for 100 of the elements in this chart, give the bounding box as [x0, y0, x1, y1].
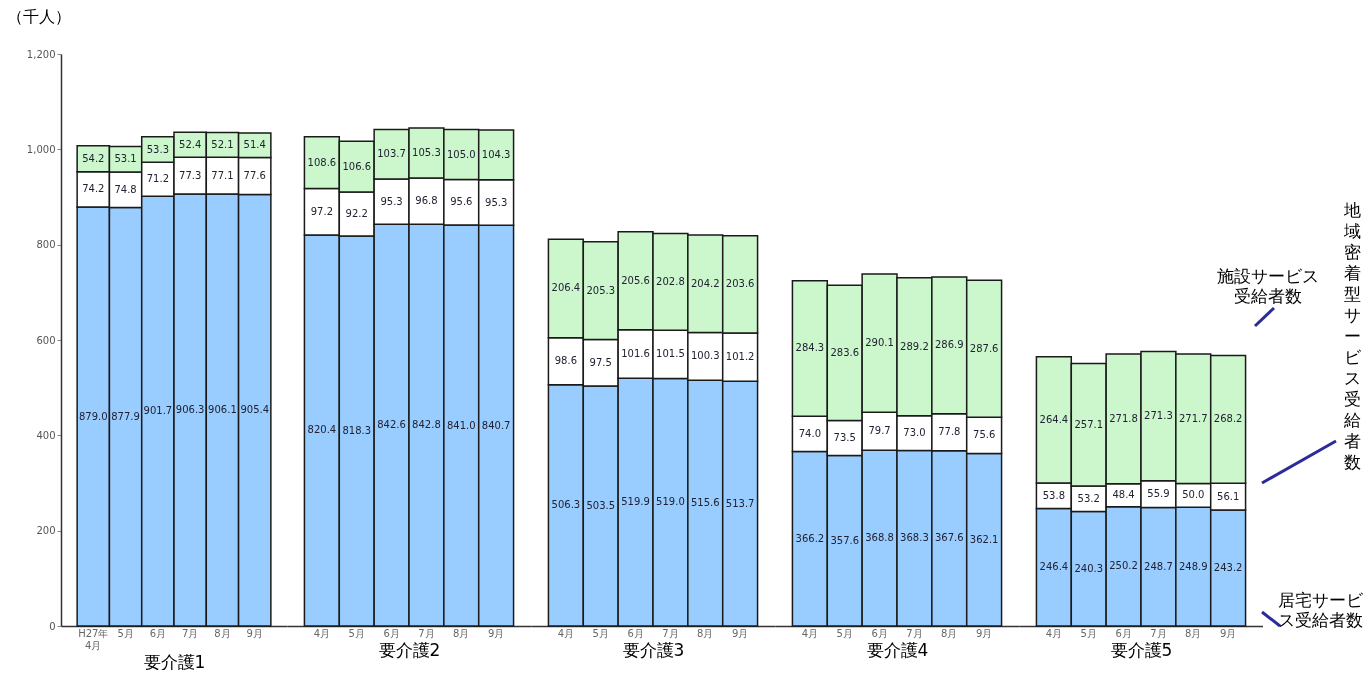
data-label: 248.9	[1178, 560, 1208, 572]
data-label: 283.6	[830, 346, 860, 358]
data-label: 95.3	[380, 195, 403, 207]
data-label: 92.2	[345, 207, 368, 219]
data-label: 205.3	[586, 284, 616, 296]
data-label: 513.7	[725, 497, 755, 509]
x-tick-label: 7月	[1150, 627, 1167, 639]
data-label: 271.8	[1109, 412, 1138, 424]
data-label: 818.3	[342, 424, 372, 436]
y-tick-label: 800	[36, 239, 56, 251]
x-tick-label: 9月	[487, 627, 505, 639]
text: 地域密着型サービス受給者数	[1343, 200, 1361, 472]
data-label: 74.8	[114, 183, 137, 195]
data-label: 95.6	[450, 196, 473, 208]
data-label: 906.3	[175, 404, 205, 415]
x-tick-label: 4月	[557, 627, 575, 639]
data-label: 840.7	[481, 419, 511, 431]
data-label: 71.2	[146, 173, 169, 185]
data-label: 53.2	[1077, 492, 1100, 504]
data-label: 79.7	[868, 425, 891, 437]
x-tick-label: 8月	[1185, 627, 1202, 639]
data-label: 906.1	[208, 404, 237, 416]
data-label: 905.4	[240, 404, 270, 416]
data-label: 366.2	[795, 532, 825, 544]
data-label: 74.2	[82, 183, 105, 195]
data-label: 368.3	[900, 532, 929, 544]
data-label: 842.8	[412, 419, 441, 431]
y-tick-label: 1,200	[26, 48, 56, 60]
data-label: 246.4	[1039, 561, 1069, 573]
x-tick-label: 5月	[117, 627, 134, 639]
data-label: 368.8	[865, 532, 894, 544]
data-label: 53.3	[146, 143, 169, 155]
data-label: 362.1	[969, 533, 999, 545]
data-label: 105.0	[446, 148, 476, 160]
data-label: 101.5	[656, 348, 685, 360]
data-label: 52.1	[211, 138, 234, 150]
x-tick-label: 9月	[731, 627, 749, 639]
x-tick-label: 6月	[149, 627, 167, 639]
data-label: 271.3	[1144, 410, 1173, 422]
data-label: 55.9	[1147, 488, 1170, 500]
data-label: 901.7	[143, 405, 173, 417]
data-label: 101.6	[621, 347, 650, 359]
data-label: 53.1	[114, 153, 137, 165]
data-label: 95.3	[485, 196, 508, 208]
data-label: 50.0	[1182, 489, 1205, 501]
data-label: 289.2	[900, 340, 929, 352]
x-tick-label: 8月	[214, 627, 231, 639]
x-axis-title: 要介護3	[622, 639, 685, 660]
data-label: 205.6	[621, 274, 650, 286]
data-label: 250.2	[1109, 560, 1138, 572]
x-axis-title: 要介護1	[143, 651, 206, 672]
x-tick-label: 7月	[181, 627, 199, 639]
data-label: 515.6	[690, 497, 720, 509]
data-label: 268.2	[1213, 413, 1243, 425]
data-label: 108.6	[307, 156, 337, 168]
data-label: 284.3	[795, 342, 825, 354]
data-label: 101.2	[725, 351, 755, 363]
data-label: 77.8	[938, 426, 961, 438]
data-label: 53.8	[1042, 489, 1065, 501]
x-tick-label: 9月	[975, 627, 993, 639]
data-label: 519.0	[656, 496, 685, 508]
data-label: 51.4	[243, 139, 266, 151]
x-tick-label: 6月	[627, 627, 644, 639]
data-label: 841.0	[446, 419, 476, 431]
data-label: 243.2	[1213, 562, 1243, 574]
data-label: 104.3	[481, 148, 511, 160]
data-label: 56.1	[1217, 490, 1240, 502]
data-label: 290.1	[865, 337, 894, 349]
data-label: 77.3	[179, 169, 202, 181]
data-label: 52.4	[179, 138, 202, 150]
x-tick-label: 5月	[1080, 627, 1097, 639]
data-label: 519.9	[621, 496, 650, 508]
data-label: 77.1	[211, 169, 234, 181]
y-tick-label: 200	[36, 525, 56, 537]
text: 施設サービス受給者数	[1216, 266, 1320, 306]
data-label: 820.4	[307, 424, 337, 436]
x-tick-label: 9月	[246, 627, 263, 639]
x-tick-label: 4月	[1045, 627, 1063, 639]
x-tick-label: 6月	[871, 627, 888, 639]
x-tick-label: 8月	[697, 627, 714, 639]
y-tick-label: 0	[49, 620, 56, 632]
data-label: 879.0	[78, 410, 108, 422]
x-axis-title: 要介護2	[378, 639, 441, 660]
x-tick-label: H27年 4月	[78, 627, 109, 651]
data-label: 240.3	[1074, 562, 1104, 574]
data-label: 286.9	[934, 339, 964, 351]
data-label: 248.7	[1144, 560, 1173, 572]
x-axis-title: 要介護4	[866, 639, 929, 660]
x-tick-label: 6月	[1115, 627, 1132, 639]
data-label: 202.8	[656, 275, 685, 287]
x-tick-label: 4月	[313, 627, 331, 639]
data-label: 105.3	[412, 147, 441, 159]
y-tick-label: 400	[36, 429, 56, 441]
data-label: 73.0	[903, 427, 926, 439]
x-axis-title: 要介護5	[1110, 639, 1173, 660]
data-label: 75.6	[973, 429, 996, 441]
x-tick-label: 8月	[941, 627, 958, 639]
x-tick-label: 9月	[1219, 627, 1237, 639]
data-label: 103.7	[377, 148, 406, 160]
data-label: 287.6	[969, 342, 999, 354]
